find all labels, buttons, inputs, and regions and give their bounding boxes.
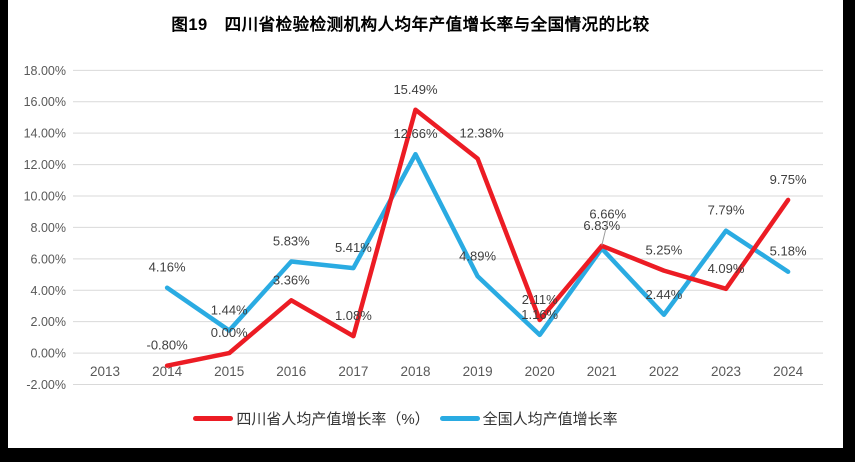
x-tick-label: 2021	[587, 364, 617, 379]
x-tick-label: 2024	[773, 364, 804, 379]
x-tick-label: 2018	[400, 364, 430, 379]
legend-label-sichuan: 四川省人均产值增长率（%）	[236, 411, 430, 428]
chart-legend: 四川省人均产值增长率（%） 全国人均产值增长率	[8, 408, 843, 429]
y-tick-label: 8.00%	[31, 221, 66, 235]
chart-panel: 图19 四川省检验检测机构人均年产值增长率与全国情况的比较 -2.00% 0.00…	[8, 0, 843, 448]
data-label: 5.41%	[335, 240, 372, 255]
line-chart: -2.00% 0.00% 2.00% 4.00% 6.00% 8.00% 10.00% 12.…	[24, 64, 823, 392]
data-label: 6.66%	[589, 206, 626, 221]
data-label: 12.66%	[393, 126, 438, 141]
x-tick-label: 2013	[90, 364, 120, 379]
data-label: 5.18%	[770, 244, 807, 259]
x-axis-labels: 2013 2014 2015 2016 2017 2018 2019 2020 2021 2022…	[90, 364, 804, 379]
y-tick-label: -2.00%	[26, 378, 66, 392]
data-labels-sichuan: -0.80% 0.00% 3.36% 1.08% 15.49% 12.38% 2.11% 6.…	[146, 82, 806, 353]
data-label: 1.08%	[335, 308, 372, 323]
data-label: 9.75%	[770, 172, 807, 187]
y-tick-label: 16.00%	[24, 95, 66, 109]
y-tick-label: 14.00%	[24, 127, 66, 141]
data-label: 4.89%	[459, 248, 496, 263]
y-tick-label: 12.00%	[24, 158, 66, 172]
data-labels-national: 4.16% 1.44% 5.83% 5.41% 12.66% 4.89% 1.16% 6.66…	[149, 126, 807, 322]
x-tick-label: 2019	[463, 364, 493, 379]
red-line-swatch-icon	[193, 416, 234, 421]
y-axis-labels: -2.00% 0.00% 2.00% 4.00% 6.00% 8.00% 10.00% 12.…	[24, 64, 66, 392]
y-tick-label: 18.00%	[24, 64, 66, 78]
legend-label-national: 全国人均产值增长率	[482, 411, 618, 428]
data-label: 0.00%	[211, 325, 248, 340]
label-leader-line	[601, 220, 609, 246]
legend-item-sichuan: 四川省人均产值增长率（%）	[193, 408, 430, 429]
data-label: 2.11%	[522, 292, 558, 307]
data-label: -0.80%	[146, 338, 188, 353]
data-label: 6.83%	[583, 218, 620, 233]
data-label: 7.79%	[708, 203, 745, 218]
y-tick-label: 2.00%	[31, 315, 66, 329]
y-tick-label: 4.00%	[31, 284, 66, 298]
x-tick-label: 2017	[338, 364, 368, 379]
data-label: 15.49%	[393, 82, 438, 97]
data-label: 4.09%	[708, 261, 745, 276]
y-tick-label: 0.00%	[31, 347, 66, 361]
data-label: 2.44%	[645, 287, 682, 302]
x-tick-label: 2020	[525, 364, 555, 379]
legend-item-national: 全国人均产值增长率	[439, 408, 618, 429]
data-label: 5.83%	[273, 234, 310, 249]
y-tick-label: 6.00%	[31, 252, 66, 266]
data-label: 1.16%	[521, 307, 558, 322]
data-label: 12.38%	[460, 126, 505, 141]
x-tick-label: 2023	[711, 364, 741, 379]
x-tick-label: 2022	[649, 364, 679, 379]
blue-line-swatch-icon	[439, 416, 480, 421]
chart-title: 图19 四川省检验检测机构人均年产值增长率与全国情况的比较	[171, 16, 650, 34]
x-tick-label: 2014	[152, 364, 183, 379]
data-label: 3.36%	[273, 272, 310, 287]
series-line-national	[164, 151, 791, 338]
data-label: 5.25%	[645, 243, 682, 258]
panel-corner	[831, 0, 843, 10]
x-tick-label: 2015	[214, 364, 244, 379]
data-label: 4.16%	[149, 260, 186, 275]
series-line-sichuan	[164, 107, 791, 368]
x-tick-label: 2016	[276, 364, 306, 379]
data-label: 1.44%	[211, 302, 248, 317]
gridlines	[73, 69, 823, 386]
y-tick-label: 10.00%	[24, 190, 66, 204]
